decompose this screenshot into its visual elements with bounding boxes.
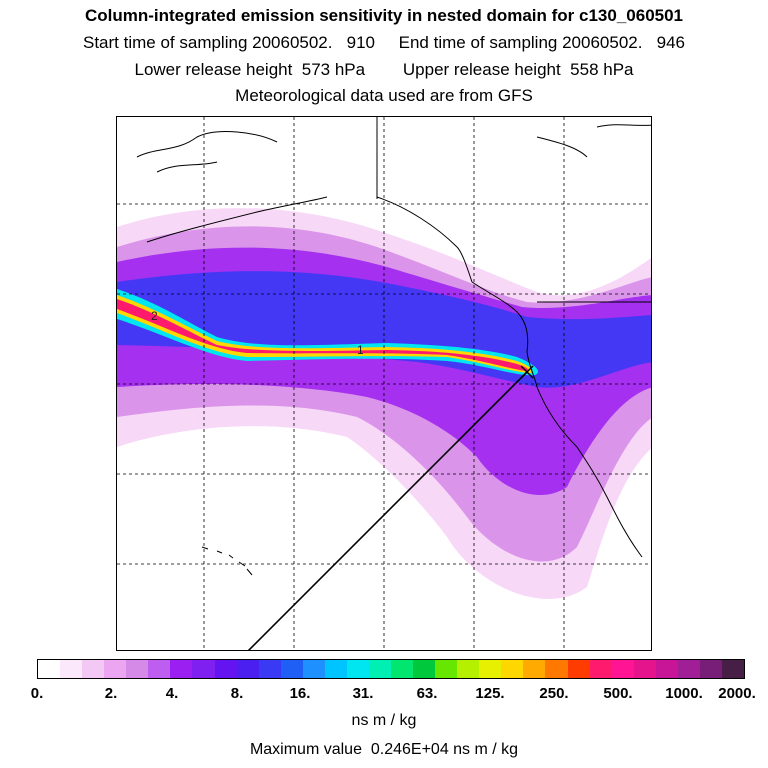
flight-track — [247, 371, 528, 650]
contour-label-2: 2 — [151, 309, 158, 323]
colorbar-swatch — [324, 660, 347, 678]
maximum-value: Maximum value 0.246E+04 ns m / kg — [249, 741, 519, 758]
colorbar-swatch — [302, 660, 325, 678]
tick-label: 500. — [603, 685, 633, 702]
colorbar-swatch — [258, 660, 281, 678]
colorbar-swatch — [589, 660, 612, 678]
release-height-line: Lower release height 573 hPa Upper relea… — [134, 60, 634, 79]
colorbar-swatch — [633, 660, 656, 678]
lat-lon-grid — [117, 117, 651, 650]
tick-label: 2. — [104, 685, 118, 702]
colorbar-swatch — [368, 660, 391, 678]
coastline-alaska — [136, 131, 473, 283]
colorbar-swatch — [501, 660, 524, 678]
colorbar-swatch — [611, 660, 634, 678]
colorbar-swatch — [104, 660, 127, 678]
colorbar-swatch — [236, 660, 259, 678]
colorbar — [37, 659, 745, 679]
colorbar-swatch — [148, 660, 171, 678]
colorbar-swatch — [435, 660, 458, 678]
tick-label: 16. — [289, 685, 311, 702]
map-panel: 2 1 — [116, 116, 652, 651]
map-title: Column-integrated emission sensitivity i… — [84, 6, 684, 25]
tick-label: 8. — [230, 685, 244, 702]
tick-label: 250. — [539, 685, 569, 702]
colorbar-swatch — [567, 660, 590, 678]
colorbar-swatch — [523, 660, 546, 678]
coastline-arctic — [536, 124, 651, 158]
colorbar-swatch — [545, 660, 568, 678]
colorbar-swatch — [721, 660, 744, 678]
coastline-na-west — [471, 281, 643, 558]
colorbar-swatch — [346, 660, 369, 678]
colorbar-swatch — [413, 660, 436, 678]
colorbar-swatch — [82, 660, 105, 678]
colorbar-swatch — [677, 660, 700, 678]
map-canvas: 2 1 — [117, 117, 651, 650]
colorbar-swatch — [479, 660, 502, 678]
colorbar-swatch — [60, 660, 83, 678]
islands-hawaii — [201, 546, 253, 576]
colorbar-swatch — [391, 660, 414, 678]
tick-label: 63. — [416, 685, 438, 702]
tick-label: 0. — [30, 685, 44, 702]
colorbar-swatch — [38, 660, 61, 678]
colorbar-swatch — [192, 660, 215, 678]
sampling-time-line: Start time of sampling 20060502. 910 End… — [83, 33, 685, 52]
met-data-line: Meteorological data used are from GFS — [235, 86, 533, 105]
tick-label: 125. — [475, 685, 505, 702]
contour-label-1: 1 — [357, 343, 364, 357]
colorbar-swatch — [214, 660, 237, 678]
colorbar-swatch — [699, 660, 722, 678]
colorbar-swatch — [280, 660, 303, 678]
colorbar-swatch — [655, 660, 678, 678]
plume-band-red — [117, 299, 529, 371]
tick-label: 1000. — [665, 685, 703, 702]
receptor-marker — [520, 365, 534, 379]
tick-label: 31. — [352, 685, 374, 702]
colorbar-swatch — [457, 660, 480, 678]
colorbar-swatch — [170, 660, 193, 678]
tick-label: 2000. — [718, 685, 756, 702]
tick-label: 4. — [165, 685, 179, 702]
colorbar-units: ns m / kg — [351, 712, 417, 729]
colorbar-swatch — [126, 660, 149, 678]
